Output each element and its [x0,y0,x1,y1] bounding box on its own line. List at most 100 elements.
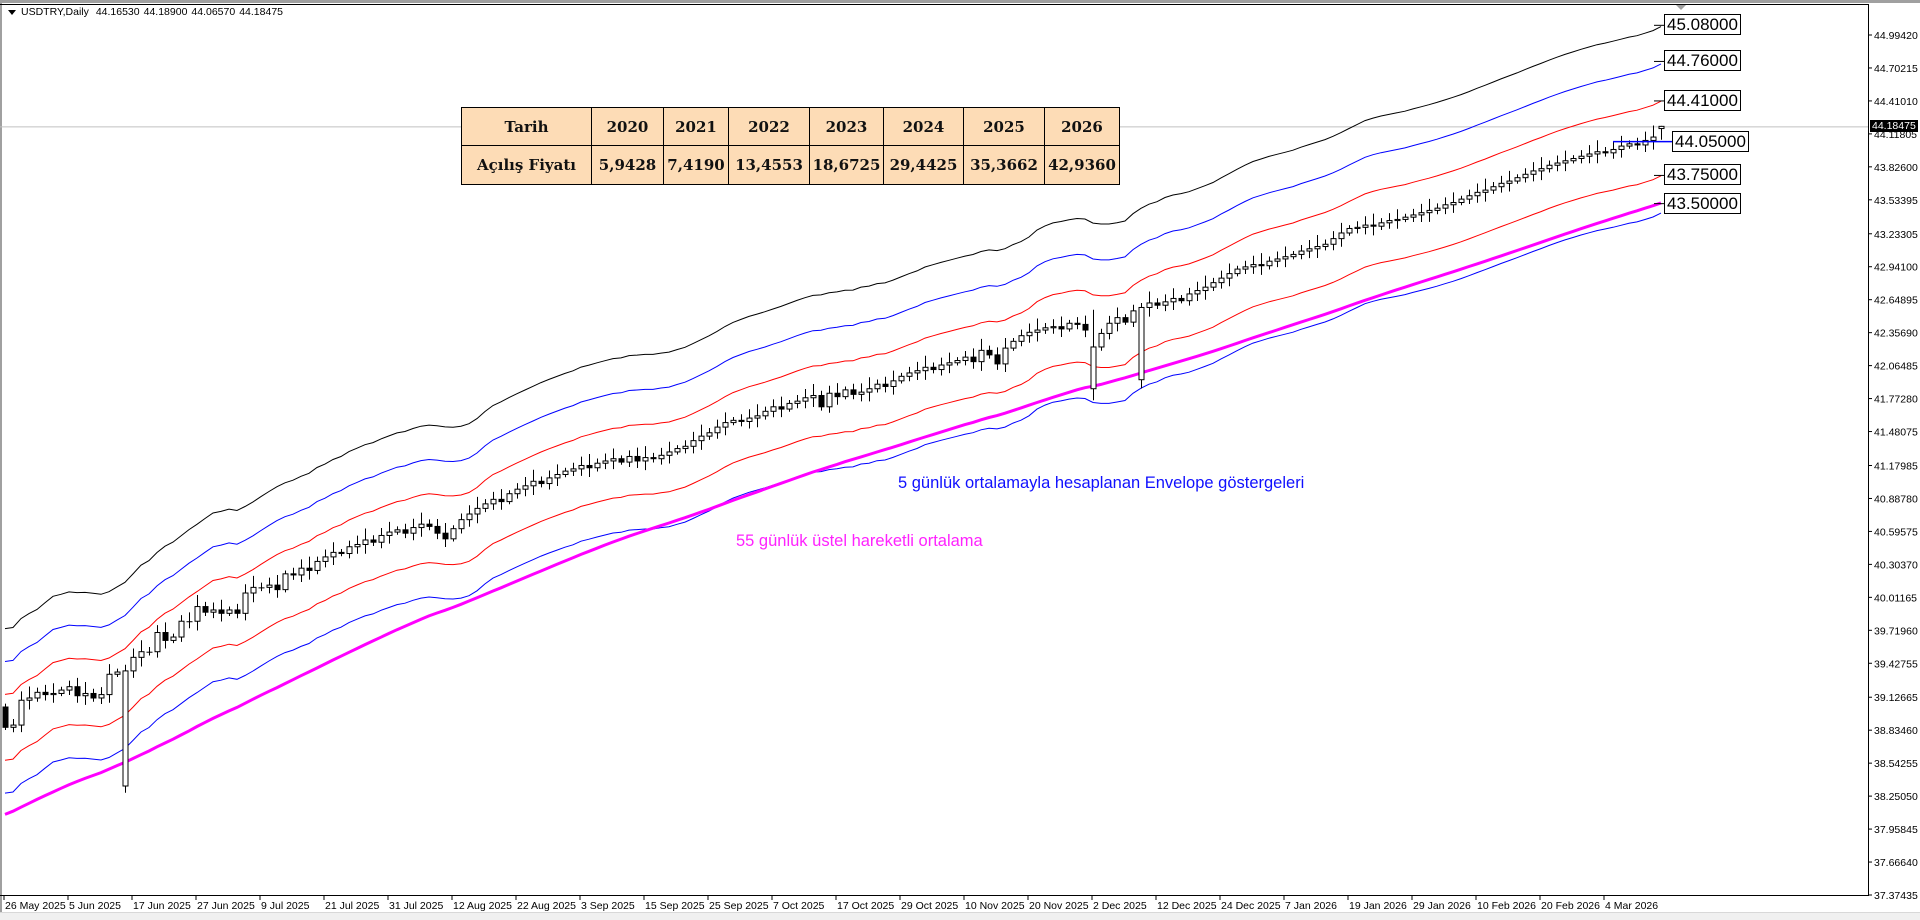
candle-body [1474,191,1481,197]
candle-body [1538,168,1545,172]
candle-body [930,366,937,371]
candle [938,357,945,376]
candle-body [1530,170,1537,175]
price-label[interactable]: 44.76000 [1664,50,1741,72]
candle-body [1226,273,1233,279]
candle-body [938,364,945,371]
year-cell: 2021 [663,107,729,146]
candle [978,338,985,371]
candle-body [274,584,281,591]
candle-body [994,354,1001,365]
candle [394,526,401,535]
candle-body [114,671,121,675]
candle-body [1426,209,1433,214]
candle-body [378,534,385,543]
candle [410,518,417,541]
year-cell: 2025 [963,107,1045,146]
candle [1178,295,1185,304]
candle [1442,197,1449,215]
candle-body [514,488,521,495]
candle [906,366,913,382]
candle [1482,178,1489,202]
candle [530,469,537,496]
candle [970,348,977,369]
candle-body [1338,232,1345,240]
candle [202,601,209,616]
candle-body [338,551,345,555]
chart-shift-marker-icon[interactable] [1676,5,1686,10]
y-tick-label: 44.99420 [1874,30,1918,42]
price-label[interactable]: 45.08000 [1664,14,1741,36]
candle [1354,221,1361,234]
candle [1018,329,1025,347]
price-label[interactable]: 44.05000 [1672,130,1749,152]
candle-body [1490,186,1497,191]
candle-body [1514,177,1521,182]
candle-body [738,419,745,422]
candle [1274,251,1281,268]
candle [154,625,161,658]
envelope-line [4,63,1662,662]
candle [842,386,849,400]
candle [618,455,625,465]
candle [570,462,577,477]
y-tick-label: 37.37435 [1874,890,1918,902]
candle [1618,135,1625,158]
candle [146,646,153,656]
candle [82,681,89,705]
candle [706,428,713,440]
candle-body [298,567,305,576]
candle-body [1186,293,1193,302]
price-cell: 29,4425 [883,145,964,185]
candle-body [322,556,329,562]
candle [1210,277,1217,291]
dropdown-triangle-icon[interactable] [8,9,16,15]
candle [1202,275,1209,300]
candle [698,424,705,450]
y-tick-label: 41.17985 [1874,460,1918,472]
candle [1338,222,1345,247]
y-tick-label: 37.66640 [1874,857,1918,869]
price-label[interactable]: 44.41000 [1664,89,1741,111]
price-label[interactable]: 43.50000 [1664,192,1741,214]
candle-body [1018,335,1025,342]
candle-body [34,691,41,699]
price-label[interactable]: 43.75000 [1664,164,1741,186]
candle-body [106,673,113,696]
x-tick-label: 20 Nov 2025 [1029,900,1089,912]
candle [290,567,297,580]
candle-body [1650,136,1657,141]
candle-body [546,477,553,485]
candle [306,556,313,580]
candle-body [610,458,617,462]
candle [242,584,249,621]
candle [682,440,689,454]
candle-body [354,543,361,548]
candle [1162,294,1169,312]
candle-body [1498,182,1505,188]
candle-body [450,528,457,540]
candle-body [1394,218,1401,222]
candle [354,535,361,554]
candle-body [330,551,337,558]
candle-body [178,620,185,638]
candle-body [370,539,377,543]
candle [178,615,185,642]
candle-body [778,406,785,410]
candle-body [1306,248,1313,252]
candle-body [946,362,953,366]
candle-body [770,406,777,412]
candle-body [1034,329,1041,333]
candle [274,574,281,598]
candle [1066,319,1073,332]
x-tick-label: 12 Aug 2025 [453,900,512,912]
y-tick-label: 39.12665 [1874,692,1918,704]
candle [1538,157,1545,181]
candle-body [1258,264,1265,267]
candle [1578,150,1585,164]
y-tick-label: 42.64895 [1874,295,1918,307]
candle-body [730,419,737,424]
candle [210,602,217,619]
candle [746,409,753,429]
candle [346,540,353,559]
